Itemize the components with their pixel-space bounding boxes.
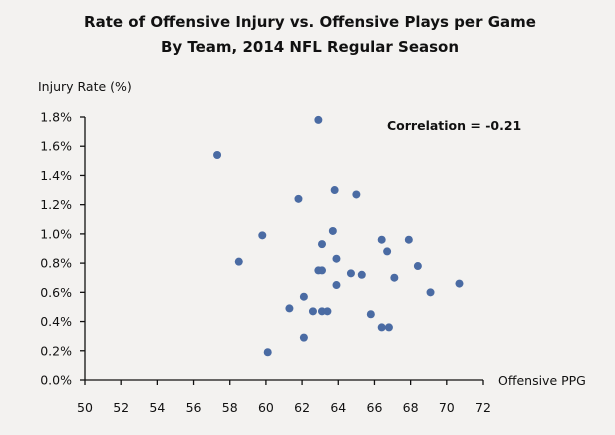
y-tick-label: 1.8% [40,110,72,125]
data-point [317,266,326,275]
x-tick-label: 66 [367,400,383,415]
x-tick-label: 52 [113,400,129,415]
x-tick-label: 62 [294,400,310,415]
y-ticks: 0.0% 0.2% 0.4% 0.6% 0.8% 1.0% 1.2% 1.4% 1.6% 1.8% [40,110,85,388]
data-point [352,190,361,199]
data-point [299,333,308,342]
chart-title: Rate of Offensive Injury vs. Offensive P… [84,13,536,31]
y-tick-label: 0.8% [40,256,72,271]
y-tick-label: 0.6% [40,285,72,300]
y-axis-label: Injury Rate (%) [38,79,132,94]
y-tick-label: 1.2% [40,197,72,212]
x-tick-label: 50 [77,400,93,415]
x-tick-label: 68 [403,400,419,415]
data-point [285,304,294,313]
data-point [258,231,267,240]
data-point [332,281,341,290]
data-point [426,288,435,297]
x-tick-label: 58 [222,400,238,415]
data-point [332,254,341,263]
x-axis-label: Offensive PPG [498,373,586,388]
x-tick-label: 60 [258,400,274,415]
data-point [234,257,243,266]
data-point [330,186,339,195]
data-point [357,270,366,279]
x-tick-label: 64 [330,400,346,415]
data-point [328,226,337,235]
data-point [263,348,272,357]
data-point [455,279,464,288]
data-point [366,310,375,319]
data-point [404,235,413,244]
data-point [390,273,399,282]
data-point [308,307,317,316]
data-points [213,115,464,357]
data-point [294,194,303,203]
data-point [323,307,332,316]
y-tick-label: 1.6% [40,139,72,154]
y-tick-label: 1.0% [40,226,72,241]
x-ticks: 50 52 54 56 58 60 62 64 66 68 70 72 [77,380,491,415]
data-point [383,247,392,256]
y-tick-label: 0.2% [40,343,72,358]
data-point [299,292,308,301]
x-tick-label: 56 [186,400,202,415]
correlation-annotation: Correlation = -0.21 [387,118,521,133]
y-tick-label: 1.4% [40,168,72,183]
y-tick-label: 0.4% [40,314,72,329]
chart-subtitle: By Team, 2014 NFL Regular Season [161,38,459,56]
data-point [346,269,355,278]
x-tick-label: 54 [149,400,165,415]
data-point [317,240,326,249]
data-point [314,115,323,124]
data-point [413,262,422,271]
data-point [213,150,222,159]
data-point [377,235,386,244]
data-point [377,323,386,332]
x-tick-label: 72 [475,400,491,415]
data-point [384,323,393,332]
x-tick-label: 70 [439,400,455,415]
y-tick-label: 0.0% [40,373,72,388]
